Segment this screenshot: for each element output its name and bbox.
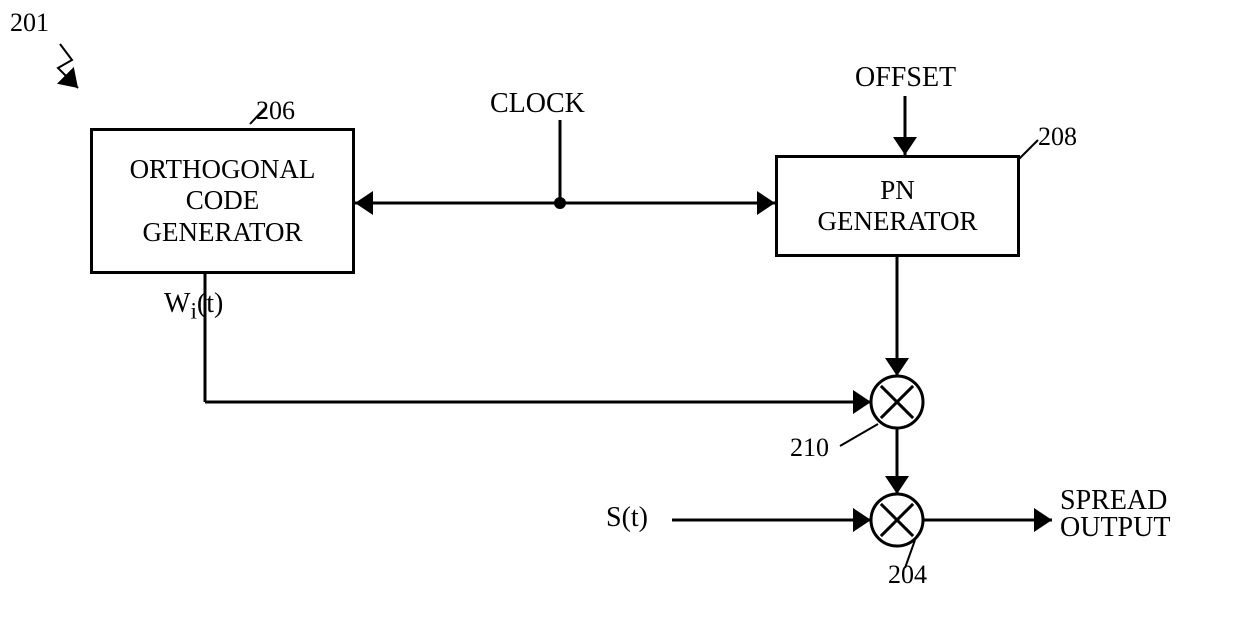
offset-label: OFFSET <box>855 62 956 94</box>
figure-reference-201: 201 <box>10 8 49 38</box>
ref-204: 204 <box>888 560 927 590</box>
leader-208 <box>1018 140 1038 160</box>
orthogonal-code-generator-box: ORTHOGONALCODEGENERATOR <box>90 128 355 274</box>
orthogonal-code-generator-text: ORTHOGONALCODEGENERATOR <box>130 154 316 247</box>
ref-210: 210 <box>790 433 829 463</box>
st-label: S(t) <box>606 502 648 534</box>
pn-generator-box: PNGENERATOR <box>775 155 1020 257</box>
ref-206: 206 <box>256 96 295 126</box>
figure-ref-zigzag <box>58 44 78 88</box>
leader-210 <box>840 424 878 446</box>
spread-output-label: SPREADOUTPUT <box>1060 488 1170 541</box>
clock-junction-dot <box>554 197 566 209</box>
mixer-210-icon <box>871 376 923 428</box>
clock-label: CLOCK <box>490 88 585 120</box>
pn-generator-text: PNGENERATOR <box>817 175 977 237</box>
ref-208: 208 <box>1038 122 1077 152</box>
wi-label: Wi(t) <box>164 288 223 326</box>
mixer-204-icon <box>871 494 923 546</box>
